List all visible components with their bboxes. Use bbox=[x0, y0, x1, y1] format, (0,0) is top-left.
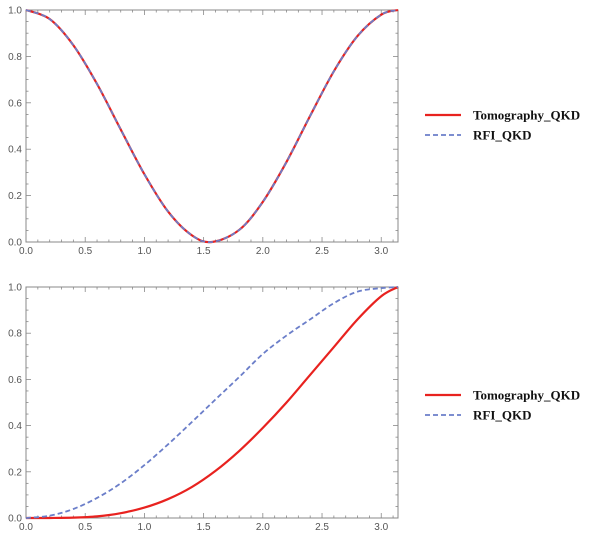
x-tick-label: 0.0 bbox=[19, 522, 33, 533]
y-tick-label: 0.2 bbox=[8, 191, 22, 202]
series-line-rfi-qkd bbox=[25, 286, 399, 519]
y-tick-label: 0.4 bbox=[8, 145, 22, 156]
y-tick-label: 0.4 bbox=[8, 421, 22, 432]
x-tick-label: 1.5 bbox=[197, 522, 211, 533]
x-tick-label: 3.0 bbox=[374, 522, 388, 533]
x-tick-label: 2.0 bbox=[256, 246, 270, 257]
top-plot: 0.0 0.5 1.0 1.5 2.0 2.5 3.0 0.0 0.2 0.4 0.6 0.8 1.0 T… bbox=[8, 6, 580, 258]
x-tick-label: 2.0 bbox=[256, 522, 270, 533]
x-tick-label: 3.0 bbox=[374, 246, 388, 257]
legend-label: RFI_QKD bbox=[473, 408, 532, 423]
y-tick-label: 0.2 bbox=[8, 467, 22, 478]
bottom-plot: 0.0 0.5 1.0 1.5 2.0 2.5 3.0 0.0 0.2 0.4 0.6 0.8 1.0 T… bbox=[8, 283, 580, 534]
legend-label: Tomography_QKD bbox=[473, 388, 580, 403]
x-tick-label: 1.0 bbox=[137, 246, 151, 257]
x-tick-label: 0.0 bbox=[19, 246, 33, 257]
legend: Tomography_QKD RFI_QKD bbox=[425, 108, 580, 143]
y-tick-label: 0.8 bbox=[8, 329, 22, 340]
series-line-tomography-qkd bbox=[25, 286, 399, 520]
legend-label: Tomography_QKD bbox=[473, 108, 580, 123]
series-line-rfi-qkd bbox=[25, 9, 399, 244]
plot-frame bbox=[25, 9, 399, 243]
legend: Tomography_QKD RFI_QKD bbox=[425, 388, 580, 423]
legend-label: RFI_QKD bbox=[473, 128, 532, 143]
x-tick-label: 2.5 bbox=[315, 246, 329, 257]
x-tick-label: 0.5 bbox=[78, 246, 92, 257]
y-tick-label: 0.6 bbox=[8, 375, 22, 386]
x-tick-label: 0.5 bbox=[78, 522, 92, 533]
x-tick-label: 2.5 bbox=[315, 522, 329, 533]
y-tick-label: 0.0 bbox=[8, 514, 22, 525]
y-tick-label: 0.6 bbox=[8, 98, 22, 109]
y-tick-label: 1.0 bbox=[8, 283, 22, 294]
y-tick-label: 0.0 bbox=[8, 238, 22, 249]
x-tick-label: 1.5 bbox=[197, 246, 211, 257]
y-tick-label: 0.8 bbox=[8, 52, 22, 63]
series-line-tomography-qkd bbox=[25, 8, 399, 244]
x-tick-label: 1.0 bbox=[137, 522, 151, 533]
y-tick-label: 1.0 bbox=[8, 6, 22, 17]
